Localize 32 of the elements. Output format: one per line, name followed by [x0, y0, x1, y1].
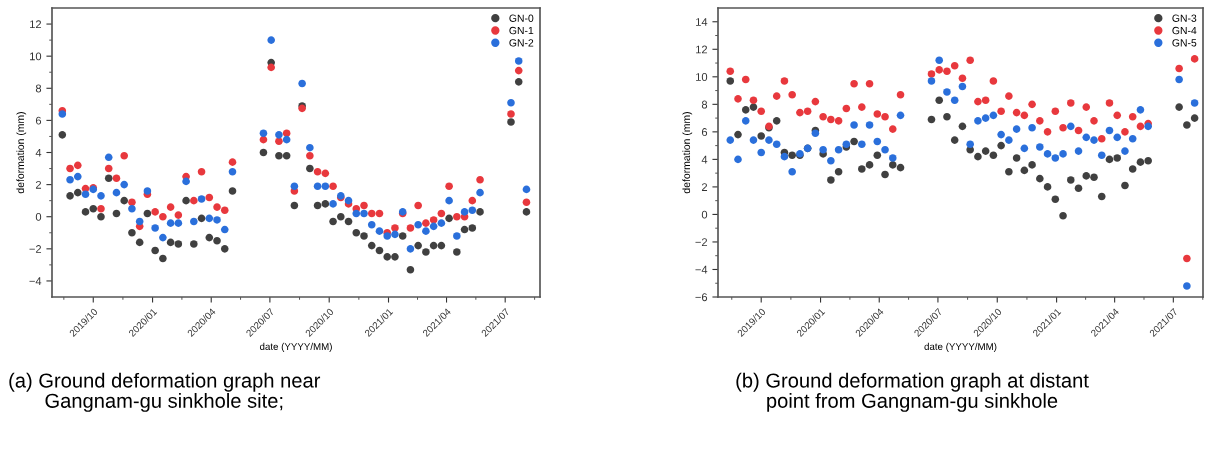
legend-label: GN-2: [509, 39, 534, 47]
y-tick-label: −2: [695, 238, 708, 246]
y-tick-label: 4: [35, 148, 42, 157]
y-tick-label: −4: [695, 265, 708, 274]
y-tick-label: −2: [29, 245, 42, 253]
legend-label: GN-4: [1172, 26, 1197, 35]
y-axis-title: deformation (mm): [16, 112, 27, 194]
legend-label: GN-1: [509, 26, 534, 35]
y-axis-title: deformation (mm): [682, 112, 693, 194]
y-tick-label: 12: [30, 20, 42, 29]
legend-label: GN-5: [1172, 39, 1197, 47]
legend-label: GN-3: [1172, 14, 1197, 22]
text: (b) Ground deformation graph at distant point from Gangnam-gu sinkhole: [736, 372, 1089, 412]
y-tick-label: 0: [701, 210, 708, 219]
y-tick-label: 0: [35, 212, 42, 221]
y-tick-label: 6: [35, 116, 42, 125]
y-tick-label: 10: [30, 52, 42, 61]
y-tick-label: 14: [696, 18, 708, 26]
x-axis-title: date (YYYY/MM): [259, 342, 332, 352]
y-tick-label: −4: [29, 277, 42, 285]
text: (a) Ground deformation graph near Gangnam-gu sinkhole site;: [9, 372, 321, 412]
y-tick-label: 6: [701, 128, 708, 136]
y-tick-label: 10: [696, 73, 708, 81]
y-tick-label: 4: [701, 155, 708, 164]
x-axis-title: date (YYYY/MM): [924, 342, 997, 352]
y-tick-label: −6: [695, 293, 708, 302]
y-tick-label: 2: [35, 180, 42, 189]
y-tick-label: 8: [35, 84, 42, 93]
legend-label: GN-0: [509, 14, 534, 22]
y-tick-label: 2: [701, 183, 708, 191]
y-tick-label: 12: [696, 45, 708, 54]
y-tick-label: 8: [701, 100, 708, 109]
